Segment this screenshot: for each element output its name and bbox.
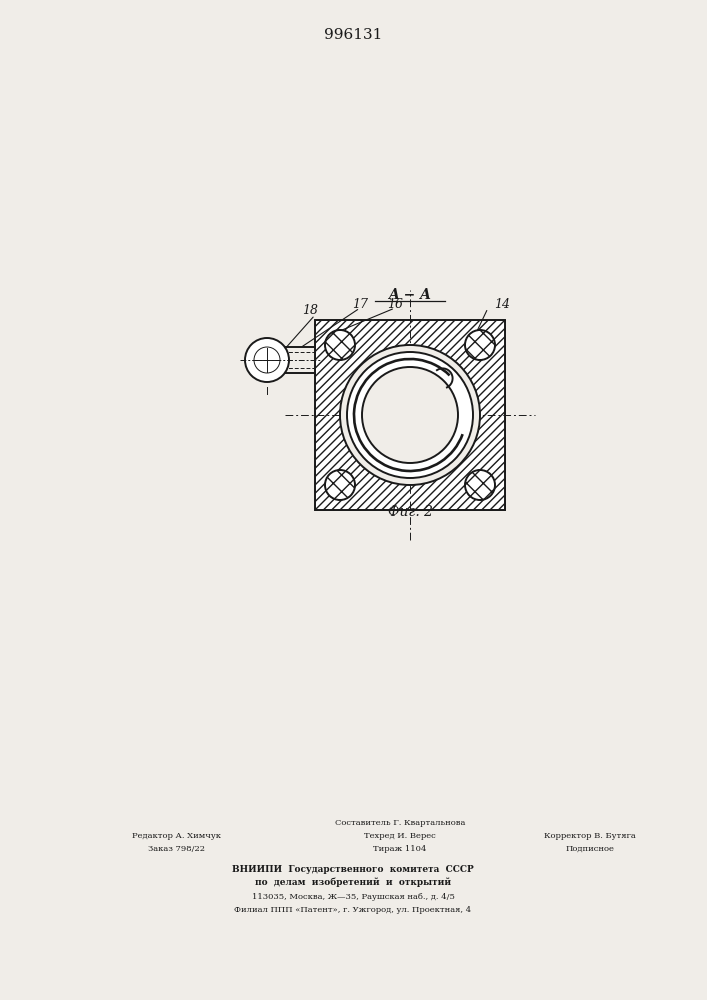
Text: Фиг. 2: Фиг. 2	[387, 505, 433, 519]
Circle shape	[347, 352, 473, 478]
Text: Заказ 798/22: Заказ 798/22	[148, 845, 206, 853]
Text: Тираж 1104: Тираж 1104	[373, 845, 427, 853]
Text: Редактор А. Химчук: Редактор А. Химчук	[132, 832, 221, 840]
Text: ВНИИПИ  Государственного  комитета  СССР: ВНИИПИ Государственного комитета СССР	[232, 864, 474, 874]
Circle shape	[362, 367, 458, 463]
Circle shape	[325, 330, 355, 360]
Bar	[315, 320, 505, 510]
Circle shape	[465, 330, 495, 360]
Text: 18: 18	[302, 304, 318, 318]
Text: Подписное: Подписное	[566, 845, 614, 853]
Text: 996131: 996131	[324, 28, 382, 42]
Circle shape	[254, 347, 280, 373]
Text: по  делам  изобретений  и  открытий: по делам изобретений и открытий	[255, 878, 451, 887]
Text: Корректор В. Бутяга: Корректор В. Бутяга	[544, 832, 636, 840]
Circle shape	[325, 470, 355, 500]
Text: A − A: A − A	[389, 288, 431, 302]
Text: Техред И. Верес: Техред И. Верес	[364, 832, 436, 840]
Text: 17: 17	[352, 298, 368, 310]
Circle shape	[245, 338, 289, 382]
Circle shape	[465, 470, 495, 500]
Text: 14: 14	[494, 298, 510, 310]
Bar	[315, 320, 505, 510]
Text: 113035, Москва, Ж—35, Раушская наб., д. 4/5: 113035, Москва, Ж—35, Раушская наб., д. …	[252, 893, 455, 901]
Text: Филиал ППП «Патент», г. Ужгород, ул. Проектная, 4: Филиал ППП «Патент», г. Ужгород, ул. Про…	[235, 906, 472, 914]
Text: Составитель Г. Квартальнова: Составитель Г. Квартальнова	[335, 819, 465, 827]
Circle shape	[340, 345, 480, 485]
Text: 16: 16	[387, 298, 403, 310]
